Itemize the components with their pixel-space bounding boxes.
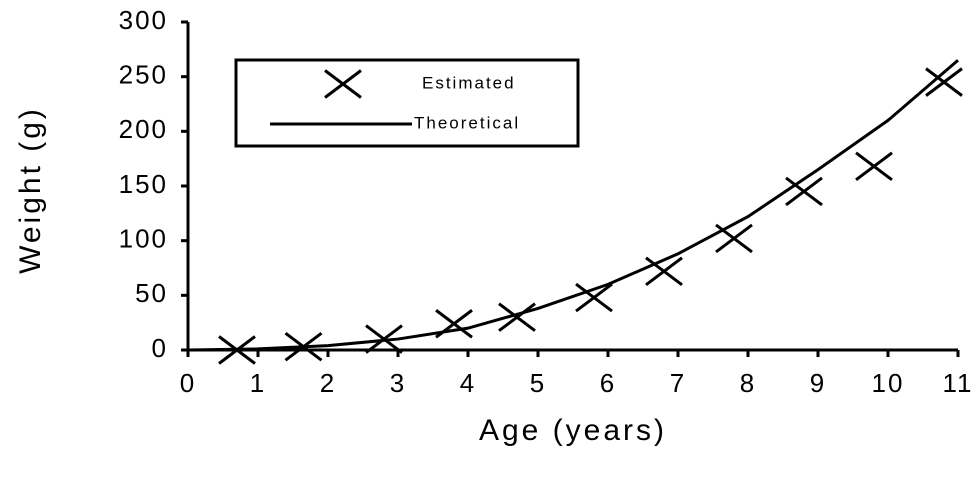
marker [645,256,683,286]
x-tick-label: 9 [810,368,826,398]
legend-label: Estimated [422,73,516,92]
x-tick-label: 8 [740,368,756,398]
y-axis-label: Weight (g) [14,106,47,274]
marker [498,302,536,332]
legend-label: Theoretical [414,113,520,132]
marker [715,223,753,254]
marker [575,282,613,313]
y-tick-label: 150 [119,169,168,199]
legend-marker [324,69,362,99]
y-tick-label: 300 [119,5,168,35]
y-tick-label: 50 [135,278,168,308]
legend-box [234,58,580,148]
marker [925,67,963,97]
x-tick-label: 2 [320,368,336,398]
y-tick-label: 250 [119,60,168,90]
line [187,59,959,352]
x-tick-label: 11 [943,368,974,398]
x-tick-label: 4 [460,368,476,398]
marker [785,176,823,207]
x-tick-label: 6 [600,368,616,398]
x-tick-label: 7 [670,368,686,398]
x-tick-label: 3 [390,368,406,398]
y-tick-label: 0 [152,333,168,363]
x-axis-label: Age (years) [479,414,667,447]
y-tick-label: 200 [119,114,168,144]
x-tick-label: 0 [180,368,196,398]
x-tick-label: 10 [872,368,905,398]
y-tick-label: 100 [119,224,168,254]
marker [855,151,893,182]
x-tick-label: 1 [250,368,266,398]
x-tick-label: 5 [530,368,546,398]
